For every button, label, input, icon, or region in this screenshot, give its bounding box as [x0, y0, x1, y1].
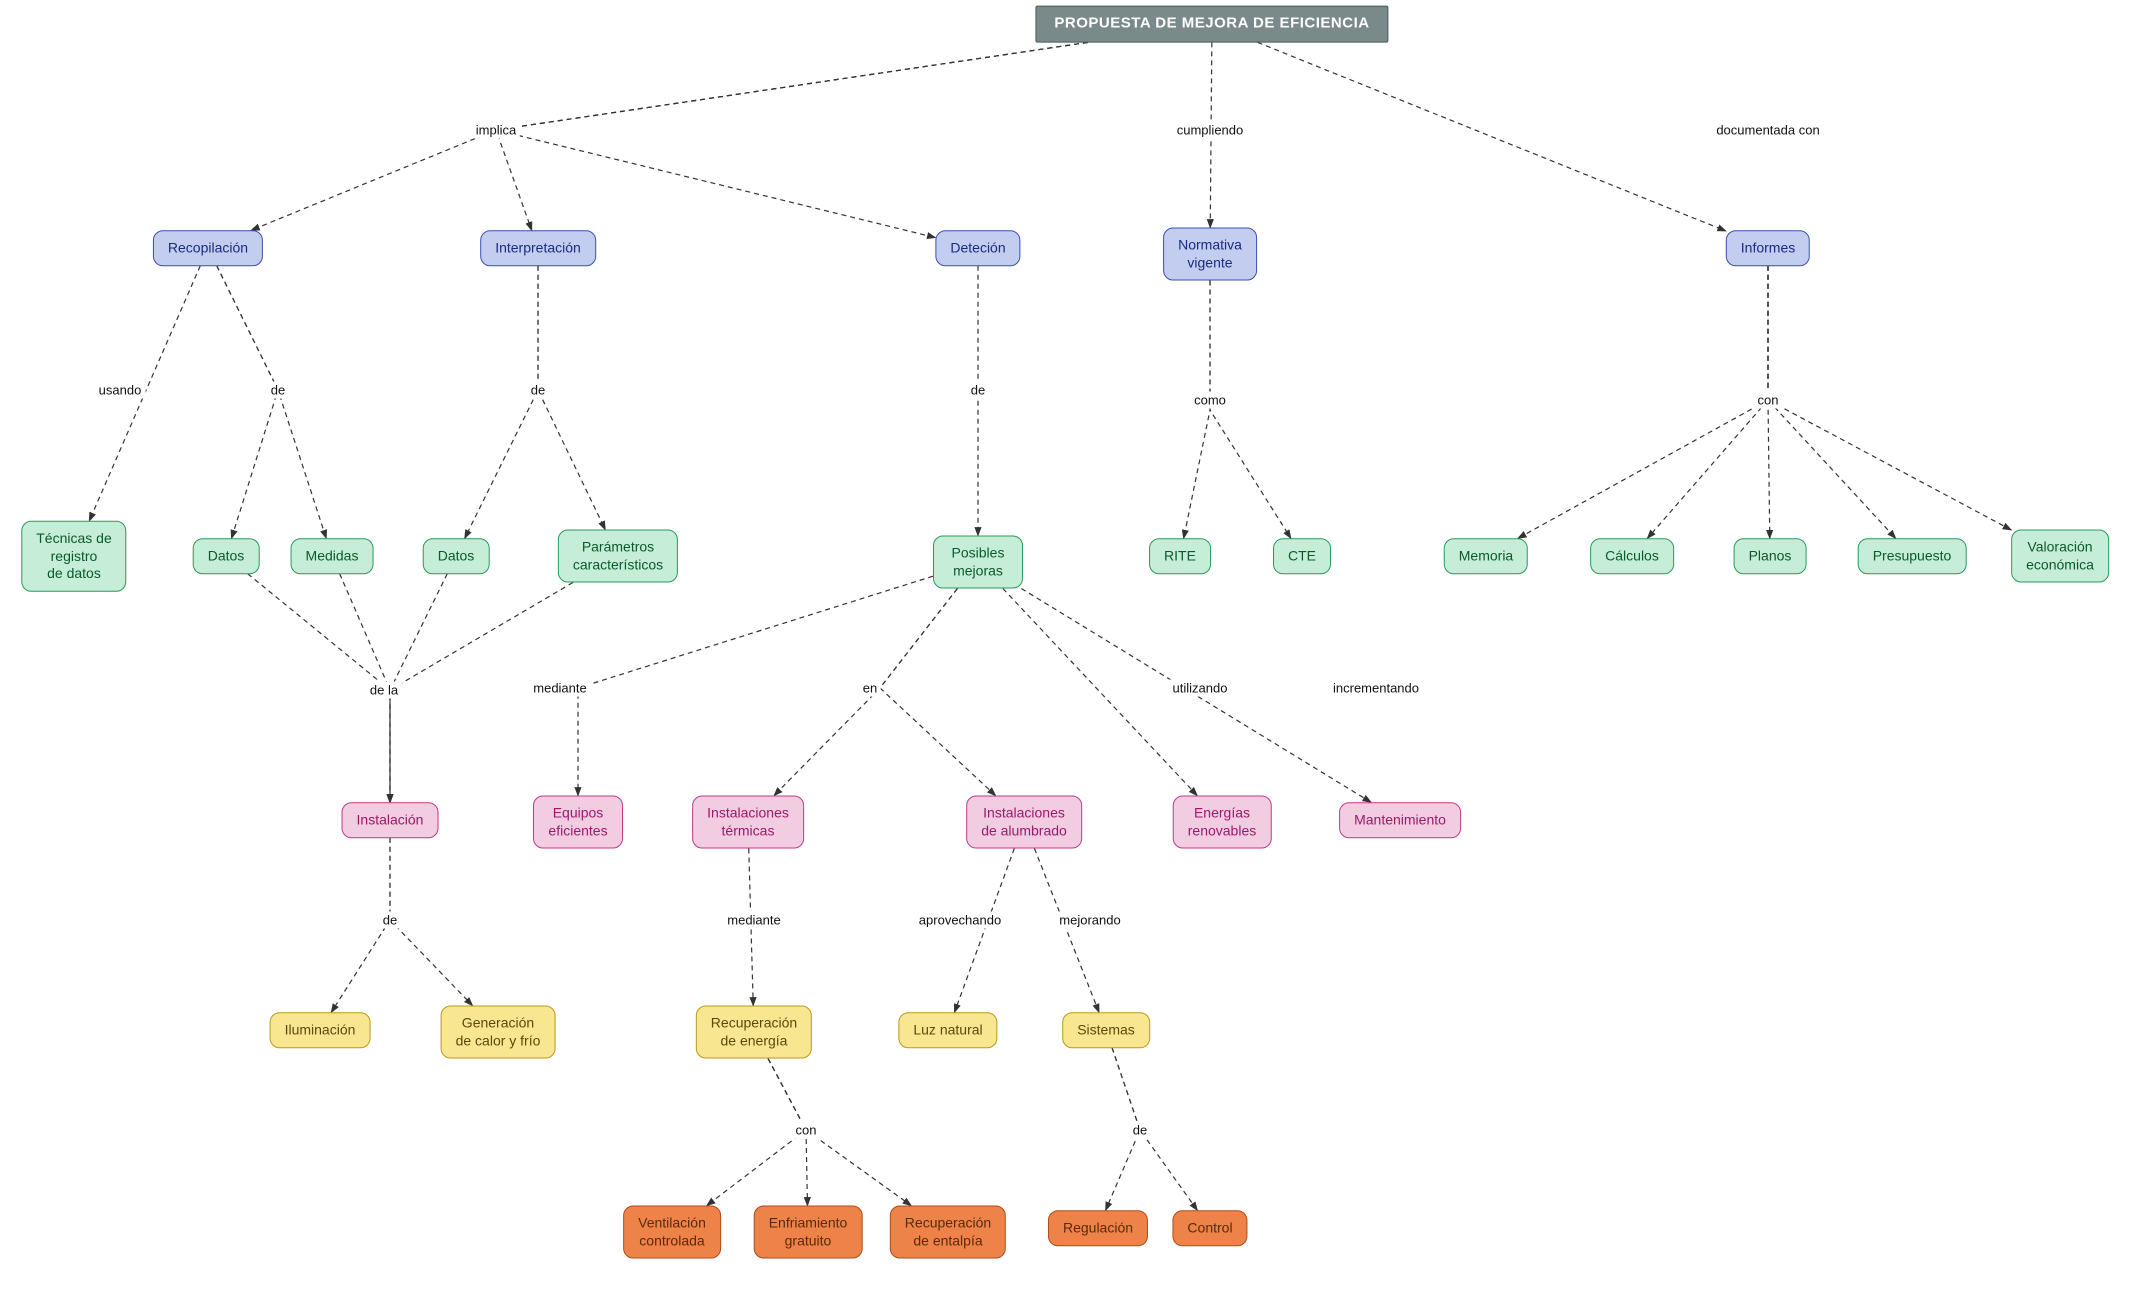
edge-normativa-cte: [1210, 281, 1291, 539]
edge-label-inst_alumbrado-luznatural: aprovechando: [915, 912, 1005, 929]
node-interpretacion: Interpretación: [480, 230, 596, 266]
edge-label-informes-memoria: con: [1754, 392, 1783, 409]
node-medidas: Medidas: [291, 538, 374, 574]
node-instalacion: Instalación: [342, 802, 439, 838]
edge-label-root-informes: documentada con: [1712, 122, 1823, 139]
edge-root-informes: [1258, 42, 1726, 231]
node-deteccion: Deteción: [935, 230, 1020, 266]
node-recuperacion: Recuperaciónde energía: [696, 1006, 812, 1059]
edge-root-recopilacion: [251, 42, 1088, 230]
edge-label-root-normativa: cumpliendo: [1173, 122, 1248, 139]
edge-label-inst_termicas-recuperacion: mediante: [723, 912, 784, 929]
node-memoria: Memoria: [1444, 538, 1528, 574]
node-energias: Energíasrenovables: [1173, 796, 1272, 849]
node-valoracion: Valoracióneconómica: [2011, 530, 2109, 583]
node-root: PROPUESTA DE MEJORA DE EFICIENCIA: [1035, 6, 1388, 43]
node-iluminacion: Iluminación: [270, 1012, 371, 1048]
node-planos: Planos: [1734, 538, 1807, 574]
edge-label-posibles-energias: utilizando: [1169, 680, 1232, 697]
edge-informes-memoria: [1518, 266, 1768, 539]
node-luznatural: Luz natural: [898, 1012, 997, 1048]
edge-informes-presupuesto: [1768, 266, 1896, 539]
node-cte: CTE: [1273, 538, 1331, 574]
edge-label-posibles-mantenimiento: incrementando: [1329, 680, 1423, 697]
node-rec_entalpia: Recuperaciónde entalpía: [890, 1206, 1006, 1259]
edge-interpretacion-datos2: [465, 266, 538, 539]
node-normativa: Normativavigente: [1163, 228, 1257, 281]
node-regulacion: Regulación: [1048, 1210, 1148, 1246]
edge-inst_alumbrado-sistemas: [1034, 849, 1099, 1013]
node-datos1: Datos: [193, 538, 260, 574]
edge-label-datos1-instalacion: de la: [366, 682, 402, 699]
edge-label-root-recopilacion: implica: [472, 122, 520, 139]
edge-inst_alumbrado-luznatural: [954, 849, 1014, 1013]
node-inst_alumbrado: Instalacionesde alumbrado: [966, 796, 1082, 849]
edge-layer: [0, 0, 2142, 1292]
edge-label-instalacion-iluminacion: de: [379, 912, 401, 929]
node-generacion: Generaciónde calor y frío: [441, 1006, 556, 1059]
node-control: Control: [1172, 1210, 1247, 1246]
edge-informes-calculos: [1647, 266, 1768, 539]
edge-label-posibles-inst_termicas: en: [859, 680, 881, 697]
node-calculos: Cálculos: [1590, 538, 1674, 574]
node-sistemas: Sistemas: [1062, 1012, 1150, 1048]
node-recopilacion: Recopilación: [153, 230, 263, 266]
node-tecnicas: Técnicas deregistrode datos: [21, 521, 126, 592]
node-inst_termicas: Instalacionestérmicas: [692, 796, 804, 849]
node-ventilacion: Ventilacióncontrolada: [623, 1206, 721, 1259]
edge-root-deteccion: [496, 42, 1088, 237]
edge-label-sistemas-regulacion: de: [1129, 1122, 1151, 1139]
edge-sistemas-control: [1112, 1048, 1197, 1211]
edge-instalacion-generacion: [390, 838, 472, 1006]
node-mantenimiento: Mantenimiento: [1339, 802, 1461, 838]
node-parametros: Parámetroscaracterísticos: [558, 530, 678, 583]
edge-label-recopilacion-datos1: de: [267, 382, 289, 399]
edge-label-interpretacion-datos2: de: [527, 382, 549, 399]
edge-label-recopilacion-tecnicas: usando: [95, 382, 146, 399]
edge-label-recuperacion-ventilacion: con: [792, 1122, 821, 1139]
node-rite: RITE: [1149, 538, 1211, 574]
edge-informes-valoracion: [1768, 266, 2011, 530]
node-equipos: Equiposeficientes: [533, 796, 623, 849]
edge-label-inst_alumbrado-sistemas: mejorando: [1055, 912, 1124, 929]
node-presupuesto: Presupuesto: [1858, 538, 1967, 574]
edge-recopilacion-datos1: [217, 266, 278, 539]
edge-posibles-inst_alumbrado: [880, 589, 996, 796]
node-informes: Informes: [1726, 230, 1810, 266]
edge-normativa-rite: [1184, 281, 1210, 539]
edge-recopilacion-medidas: [217, 266, 326, 539]
edge-label-posibles-equipos: mediante: [529, 680, 590, 697]
edge-label-normativa-rite: como: [1190, 392, 1230, 409]
edge-root-interpretacion: [496, 42, 1088, 230]
edge-recuperacion-rec_entalpia: [768, 1059, 911, 1206]
edge-label-deteccion-posibles: de: [967, 382, 989, 399]
node-enfriamiento: Enfriamientogratuito: [754, 1206, 863, 1259]
node-datos2: Datos: [423, 538, 490, 574]
node-posibles: Posiblesmejoras: [933, 536, 1023, 589]
